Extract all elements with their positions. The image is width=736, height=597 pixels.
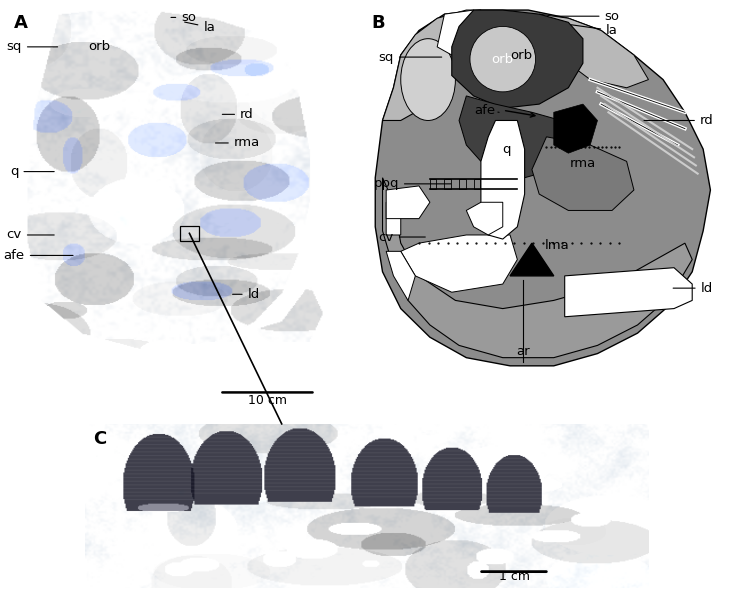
Polygon shape [386, 186, 430, 219]
Text: sq: sq [7, 41, 57, 53]
Text: ar: ar [516, 345, 530, 358]
Text: 1 cm: 1 cm [499, 570, 530, 583]
Text: C: C [93, 430, 106, 448]
Text: la: la [185, 21, 215, 34]
Polygon shape [532, 137, 634, 211]
Text: cv: cv [7, 229, 54, 241]
Text: rma: rma [216, 137, 260, 149]
Ellipse shape [400, 39, 456, 121]
Text: ppq: ppq [373, 177, 451, 190]
Text: q: q [10, 165, 54, 178]
Bar [430, 179, 436, 189]
Polygon shape [459, 96, 568, 178]
Text: afe: afe [4, 249, 73, 262]
Polygon shape [437, 10, 474, 55]
Polygon shape [452, 10, 583, 108]
Text: sq: sq [378, 51, 442, 64]
Text: la: la [571, 24, 618, 37]
Polygon shape [375, 10, 710, 366]
Polygon shape [539, 14, 648, 88]
Text: so: so [556, 10, 620, 23]
Text: orb: orb [510, 48, 532, 61]
Text: 10 cm: 10 cm [248, 394, 287, 407]
Text: ld: ld [673, 282, 713, 295]
Polygon shape [467, 202, 503, 235]
Text: rd: rd [222, 108, 254, 121]
Text: afe: afe [474, 104, 499, 117]
Text: rma: rma [570, 157, 596, 170]
Polygon shape [383, 10, 481, 121]
Text: lma: lma [545, 239, 570, 252]
Text: A: A [14, 14, 28, 32]
Text: rd: rd [644, 114, 714, 127]
Bar [459, 179, 466, 189]
Text: ld: ld [233, 288, 260, 301]
Bar [474, 179, 480, 189]
Text: orb: orb [492, 53, 514, 66]
Text: cv: cv [378, 230, 425, 244]
Polygon shape [565, 267, 692, 317]
Polygon shape [553, 104, 598, 153]
Text: so: so [171, 11, 197, 24]
Polygon shape [481, 121, 525, 239]
Polygon shape [386, 251, 415, 300]
Text: orb: orb [89, 41, 111, 53]
Bar [180, 226, 199, 241]
Ellipse shape [470, 26, 536, 92]
Polygon shape [400, 235, 517, 292]
Text: q: q [502, 143, 511, 156]
Polygon shape [386, 202, 400, 235]
Bar [445, 179, 451, 189]
Polygon shape [510, 243, 553, 276]
Text: B: B [372, 14, 385, 32]
Polygon shape [383, 178, 692, 358]
